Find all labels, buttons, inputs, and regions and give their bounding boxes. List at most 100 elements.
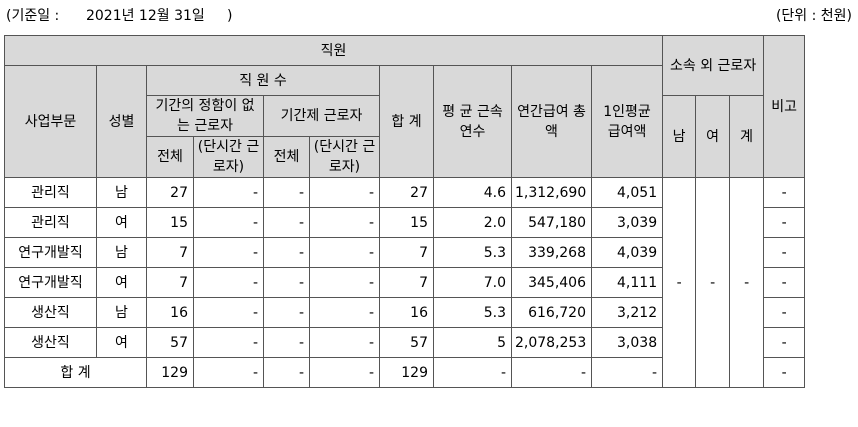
fixed-total-cell: - (263, 237, 310, 268)
perm-total-cell: 27 (146, 177, 194, 208)
table-row: 생산직 여 57 - - - 57 5 2,078,253 3,038 - (4, 327, 806, 358)
perm-total-cell: 57 (146, 327, 194, 358)
gender-cell: 남 (96, 177, 147, 208)
table-row: 생산직 남 16 - - - 16 5.3 616,720 3,212 - (4, 297, 806, 328)
perm-part-cell: - (193, 267, 264, 298)
employees-header: 직원 (3, 35, 664, 66)
fixed-total-cell: - (263, 267, 310, 298)
gender-header: 성별 (96, 65, 147, 178)
fixed-part-cell: - (309, 177, 380, 208)
table-row: 연구개발직 여 7 - - - 7 7.0 345,406 4,111 - (4, 267, 806, 298)
remark-cell: - (763, 267, 806, 298)
fixed-part-cell: - (309, 207, 380, 238)
division-cell: 연구개발직 (4, 237, 97, 268)
employee-status-table: 직원 소속 외 근로자 비고 사업부문 성별 직 원 수 합 계 평 균 근속연… (3, 35, 806, 388)
remark-cell: - (763, 297, 806, 328)
table-row: 관리직 남 27 - - - 27 4.6 1,312,690 4,051 - … (4, 177, 806, 388)
fixed-part-cell: - (309, 327, 380, 358)
header-row-1: 직원 소속 외 근로자 비고 (3, 35, 806, 178)
indefinite-term-header: 기간의 정함이 없는 근로자 (146, 95, 264, 137)
tenure-cell: 5 (433, 327, 512, 358)
perm-part-cell: - (193, 237, 264, 268)
fixed-total-cell: - (263, 207, 310, 238)
remark-cell: - (763, 207, 806, 238)
unit-label: (단위 : 천원) (775, 8, 852, 24)
fixed-part-time-header: (단시간 근로자) (309, 136, 380, 178)
gender-cell: 여 (96, 327, 147, 358)
division-cell: 관리직 (4, 177, 97, 208)
remark-cell: - (763, 177, 806, 208)
outside-female-cell: - (695, 177, 731, 388)
sum-cell: 27 (379, 177, 434, 208)
sum-header: 합 계 (379, 65, 434, 178)
reference-date: (기준일 : 2021년 12월 31일 ) (6, 8, 233, 24)
tenure-cell: 2.0 (433, 207, 512, 238)
perm-total-cell: 129 (146, 357, 194, 388)
avg-pay-header: 1인평균 급여액 (590, 65, 664, 178)
fixed-total-cell: - (263, 177, 310, 208)
total-pay-cell: 339,268 (511, 237, 592, 268)
sum-cell: 57 (379, 327, 434, 358)
fixed-total-cell: - (263, 297, 310, 328)
division-cell: 생산직 (4, 327, 97, 358)
perm-part-cell: - (193, 357, 264, 388)
fixed-total-cell: - (263, 357, 310, 388)
outside-total-cell: - (729, 177, 765, 388)
outside-female-header: 여 (695, 95, 731, 178)
division-cell: 연구개발직 (4, 267, 97, 298)
gender-cell: 남 (96, 237, 147, 268)
tenure-cell: - (433, 357, 512, 388)
annual-total-pay-header: 연간급여 총 액 (511, 65, 592, 178)
perm-part-cell: - (193, 327, 264, 358)
total-pay-cell: 345,406 (511, 267, 592, 298)
total-pay-cell: 616,720 (511, 297, 592, 328)
remark-cell: - (763, 357, 806, 388)
fixed-part-cell: - (309, 237, 380, 268)
avg-pay-cell: 4,111 (590, 267, 664, 298)
fixed-part-cell: - (309, 267, 380, 298)
division-cell: 생산직 (4, 297, 97, 328)
outside-male-header: 남 (662, 95, 697, 178)
avg-pay-cell: 4,051 (590, 177, 664, 208)
fixed-part-cell: - (309, 297, 380, 328)
perm-total-cell: 7 (146, 237, 194, 268)
headcount-header: 직 원 수 (146, 65, 380, 96)
avg-pay-cell: 3,212 (590, 297, 664, 328)
sum-cell: 15 (379, 207, 434, 238)
total-pay-cell: 547,180 (511, 207, 592, 238)
perm-part-cell: - (193, 177, 264, 208)
gender-cell: 남 (96, 297, 147, 328)
perm-all-header: 전체 (146, 136, 194, 178)
affiliated-outside-header: 소속 외 근로자 (662, 35, 765, 96)
tenure-cell: 4.6 (433, 177, 512, 208)
total-pay-cell: - (511, 357, 592, 388)
tenure-cell: 5.3 (433, 297, 512, 328)
sum-cell: 129 (379, 357, 434, 388)
perm-part-cell: - (193, 297, 264, 328)
avg-tenure-header: 평 균 근속연수 (433, 65, 512, 178)
tenure-cell: 7.0 (433, 267, 512, 298)
total-pay-cell: 1,312,690 (511, 177, 592, 208)
avg-pay-cell: 3,039 (590, 207, 664, 238)
perm-total-cell: 7 (146, 267, 194, 298)
sum-cell: 16 (379, 297, 434, 328)
header-row-2: 사업부문 성별 직 원 수 합 계 평 균 근속연수 연간급여 총 액 1인평균… (4, 65, 805, 178)
header-line: (기준일 : 2021년 12월 31일 ) (단위 : 천원) (6, 5, 852, 27)
tenure-cell: 5.3 (433, 237, 512, 268)
total-row: 합 계 129 - - - 129 - - - - (4, 357, 806, 388)
total-pay-cell: 2,078,253 (511, 327, 592, 358)
outside-total-header: 계 (729, 95, 765, 178)
remark-cell: - (763, 237, 806, 268)
total-label-cell: 합 계 (4, 357, 147, 388)
fixed-total-cell: - (263, 327, 310, 358)
fixed-part-cell: - (309, 357, 380, 388)
remarks-header: 비고 (763, 35, 806, 178)
perm-total-cell: 15 (146, 207, 194, 238)
avg-pay-cell: 4,039 (590, 237, 664, 268)
gender-cell: 여 (96, 267, 147, 298)
table-row: 관리직 여 15 - - - 15 2.0 547,180 3,039 - (4, 207, 806, 238)
gender-cell: 여 (96, 207, 147, 238)
avg-pay-cell: 3,038 (590, 327, 664, 358)
fixed-all-header: 전체 (263, 136, 310, 178)
sum-cell: 7 (379, 237, 434, 268)
